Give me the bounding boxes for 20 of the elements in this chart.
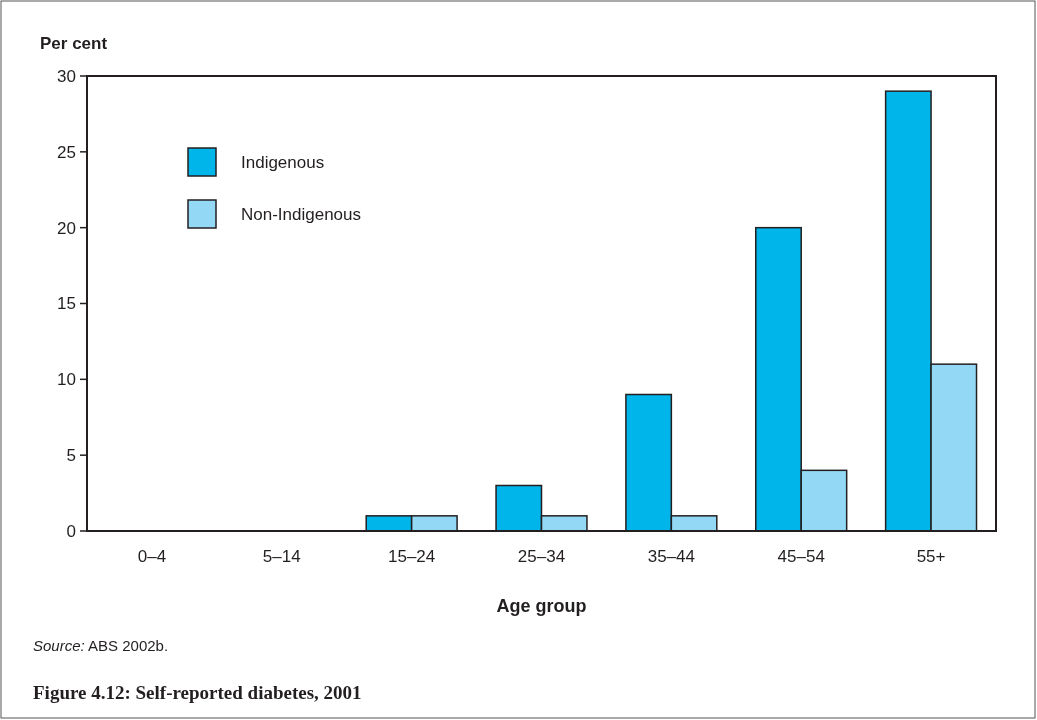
y-tick-label: 20	[57, 218, 76, 238]
x-tick-label: 5–14	[262, 547, 301, 566]
x-tick-label: 0–4	[137, 547, 167, 566]
y-tick-label: 0	[66, 521, 76, 541]
x-tick-label: 45–54	[777, 547, 825, 566]
y-tick-label: 10	[57, 370, 76, 390]
y-tick-label: 25	[57, 142, 76, 162]
legend-label: Indigenous	[241, 152, 325, 172]
legend-label: Non-Indigenous	[241, 204, 362, 224]
x-tick-label: 15–24	[388, 547, 436, 566]
x-tick-label: 25–34	[517, 547, 566, 566]
source-note: Source: ABS 2002b.	[33, 637, 169, 654]
y-axis-title: Per cent	[40, 34, 108, 53]
y-tick-label: 15	[57, 294, 76, 314]
x-axis-title: Age group	[496, 596, 587, 616]
x-tick-label: 55+	[916, 547, 946, 566]
x-tick-label: 35–44	[647, 547, 695, 566]
y-tick-label: 5	[66, 446, 76, 466]
text: Figure 4.12: Self-reported diabetes, 2001	[33, 682, 362, 703]
y-tick-label: 30	[57, 66, 76, 86]
